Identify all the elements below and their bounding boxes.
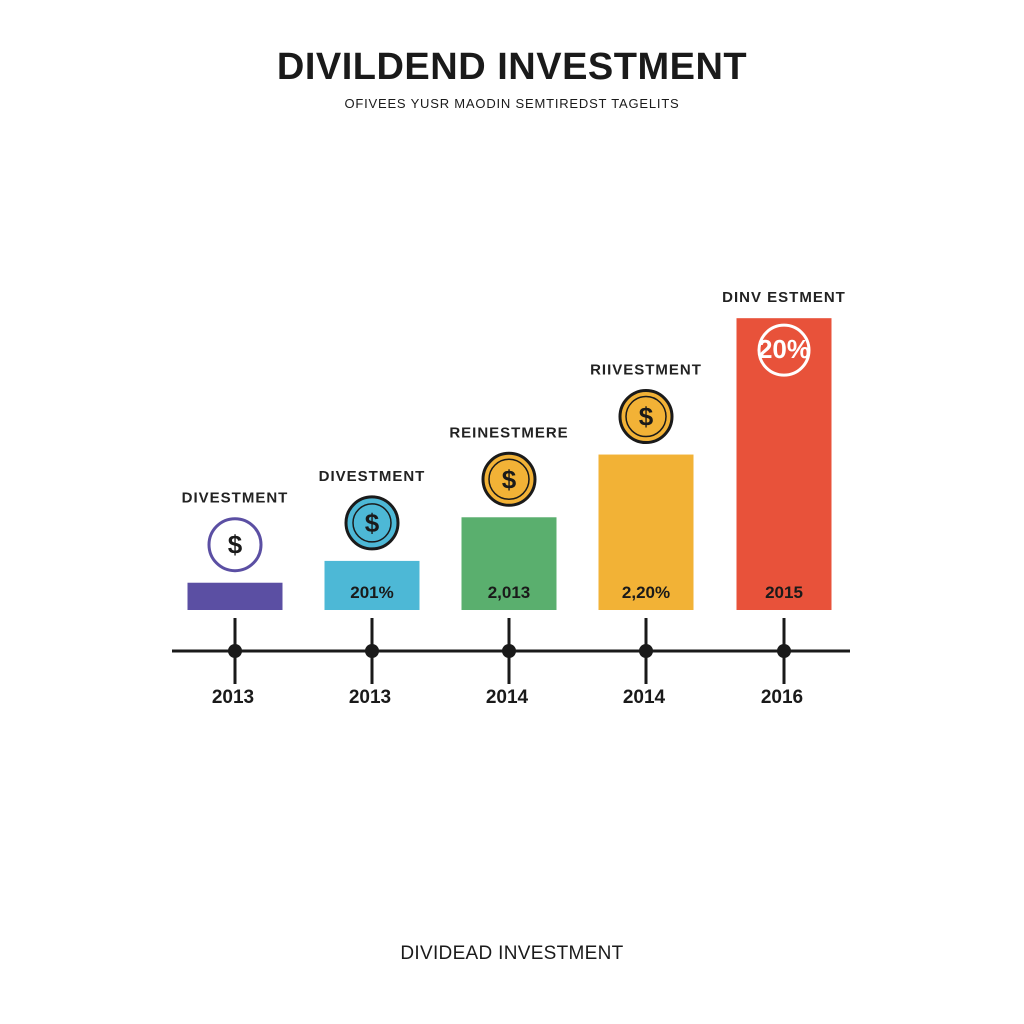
axis-dot (502, 644, 516, 658)
chart-title: DIVILDEND INVESTMENT (276, 46, 748, 88)
bar (461, 517, 557, 610)
percent-badge-icon: 20% (757, 323, 811, 377)
chart-footer: DIVIDEAD INVESTMENT (400, 943, 624, 964)
bar-category-label: DIVESTMENT (319, 468, 426, 485)
x-tick-label: 2016 (761, 687, 803, 708)
data-label: 2,20% (622, 583, 670, 602)
bar-group: 2014 2,013 $ REINESTMERE (449, 424, 568, 708)
x-tick-label: 2014 (486, 687, 529, 708)
svg-text:$: $ (502, 464, 517, 494)
svg-text:$: $ (365, 508, 380, 538)
svg-text:$: $ (228, 530, 243, 560)
bar (598, 454, 694, 610)
axis-dot (365, 644, 379, 658)
svg-text:$: $ (639, 402, 654, 432)
dollar-coin-icon: $ (344, 495, 400, 551)
bar (736, 318, 832, 610)
bar-group: 2013 201% $ DIVESTMENT (319, 468, 426, 708)
dollar-coin-icon: $ (481, 451, 537, 507)
dollar-coin-icon: $ (207, 517, 263, 573)
bar-group: 2016 2015 20% DINV ESTMENT (722, 289, 846, 708)
data-label: 2,013 (488, 583, 531, 602)
bar (324, 560, 420, 610)
bar-category-label: DIVESTMENT (182, 490, 289, 507)
bar-category-label: RIIVESTMENT (590, 362, 702, 379)
bar (187, 582, 283, 610)
chart-subtitle: OFIVEES YUSR MAODIN SEMTIREDST TAGELITS (344, 96, 680, 111)
x-tick-label: 2013 (349, 687, 391, 708)
bar-category-label: REINESTMERE (449, 424, 568, 441)
axis-dot (639, 644, 653, 658)
bar-group: 2013 $ DIVESTMENT (182, 490, 289, 708)
bar-category-label: DINV ESTMENT (722, 289, 846, 306)
x-tick-label: 2014 (623, 687, 666, 708)
svg-text:20%: 20% (758, 334, 810, 364)
data-label: 201% (350, 583, 393, 602)
bar-group: 2014 2,20% $ RIIVESTMENT (590, 362, 702, 708)
dollar-coin-icon: $ (618, 389, 674, 445)
data-label: 2015 (765, 583, 803, 602)
axis-dot (228, 644, 242, 658)
x-tick-label: 2013 (212, 687, 254, 708)
axis-dot (777, 644, 791, 658)
